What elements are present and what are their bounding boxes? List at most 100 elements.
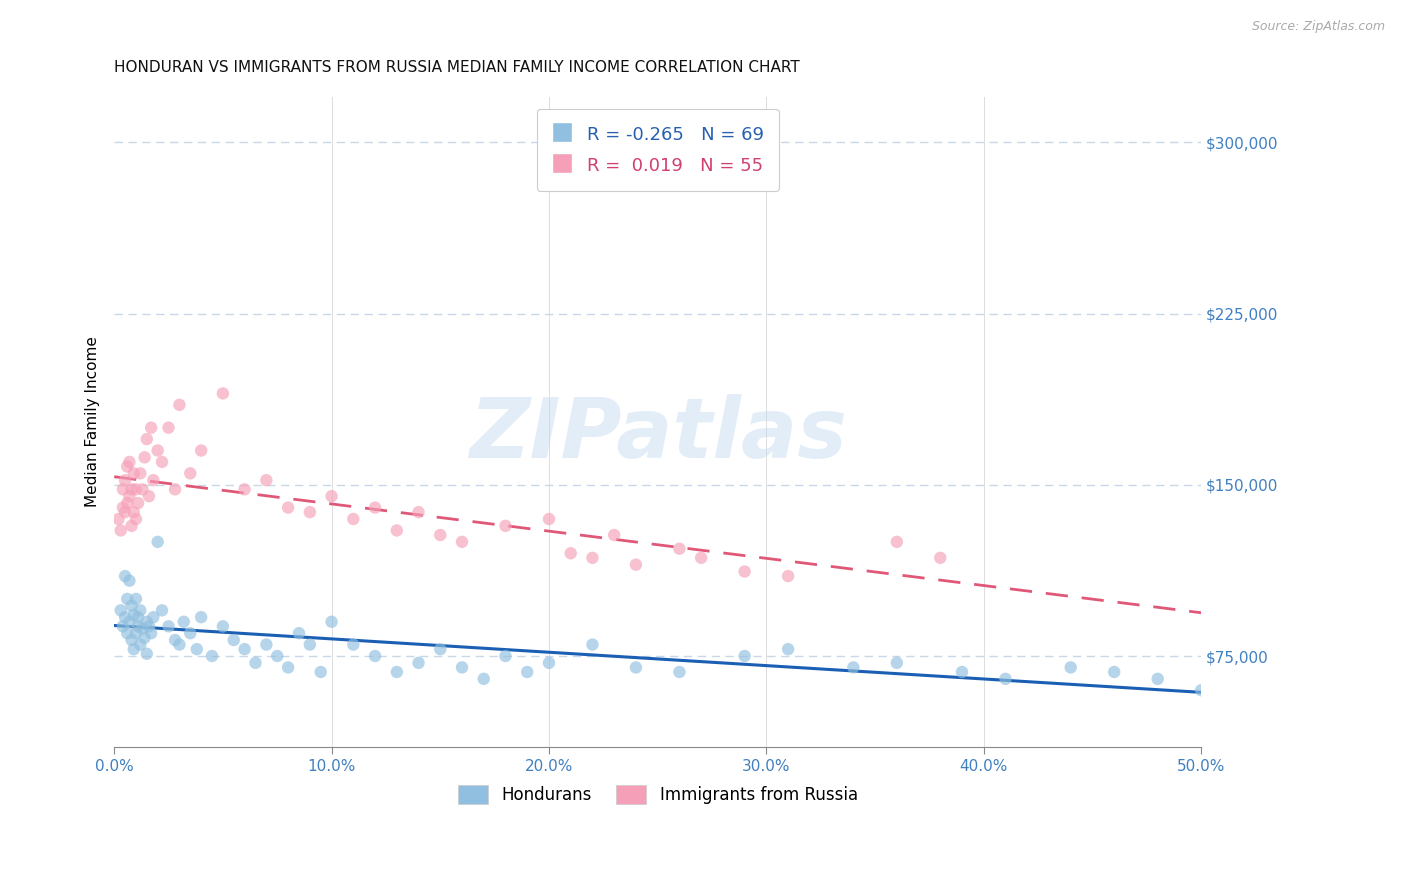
Point — [212, 386, 235, 401]
Point — [212, 619, 235, 633]
Point — [190, 443, 212, 458]
Point — [1060, 660, 1083, 674]
Point — [886, 534, 908, 549]
Point — [135, 647, 157, 661]
Point — [118, 615, 141, 629]
Point — [157, 619, 180, 633]
Text: Source: ZipAtlas.com: Source: ZipAtlas.com — [1251, 20, 1385, 33]
Point — [886, 656, 908, 670]
Point — [125, 512, 148, 526]
Point — [115, 591, 138, 606]
Point — [309, 665, 332, 679]
Y-axis label: Median Family Income: Median Family Income — [86, 336, 100, 508]
Point — [114, 610, 136, 624]
Point — [111, 483, 134, 497]
Point — [110, 603, 132, 617]
Point — [125, 483, 148, 497]
Point — [408, 656, 430, 670]
Point — [603, 528, 626, 542]
Point — [125, 591, 148, 606]
Point — [429, 528, 451, 542]
Point — [429, 642, 451, 657]
Point — [111, 619, 134, 633]
Point — [169, 398, 191, 412]
Point — [127, 619, 149, 633]
Point — [201, 648, 224, 663]
Point — [1146, 672, 1168, 686]
Point — [233, 483, 256, 497]
Point — [111, 500, 134, 515]
Point — [141, 626, 163, 640]
Point — [129, 638, 152, 652]
Point — [138, 489, 160, 503]
Point — [385, 524, 408, 538]
Point — [129, 603, 152, 617]
Point — [141, 420, 163, 434]
Point — [122, 467, 145, 481]
Point — [994, 672, 1017, 686]
Point — [254, 473, 277, 487]
Point — [125, 626, 148, 640]
Point — [385, 665, 408, 679]
Point — [135, 615, 157, 629]
Point — [135, 432, 157, 446]
Point — [114, 569, 136, 583]
Point — [690, 550, 713, 565]
Text: ZIPatlas: ZIPatlas — [468, 394, 846, 475]
Point — [950, 665, 973, 679]
Point — [107, 512, 129, 526]
Point — [288, 626, 311, 640]
Point — [537, 512, 560, 526]
Point — [142, 610, 165, 624]
Point — [118, 455, 141, 469]
Point — [165, 483, 187, 497]
Point — [121, 483, 143, 497]
Point — [321, 489, 343, 503]
Point — [131, 622, 153, 636]
Point — [233, 642, 256, 657]
Point — [495, 519, 517, 533]
Point — [277, 500, 299, 515]
Point — [114, 505, 136, 519]
Point — [1189, 683, 1212, 698]
Point — [298, 638, 321, 652]
Point — [122, 607, 145, 622]
Point — [134, 450, 156, 465]
Point — [245, 656, 267, 670]
Point — [115, 496, 138, 510]
Point — [277, 660, 299, 674]
Point — [581, 638, 603, 652]
Point — [121, 519, 143, 533]
Point — [254, 638, 277, 652]
Point — [146, 443, 169, 458]
Point — [122, 642, 145, 657]
Point — [516, 665, 538, 679]
Point — [179, 467, 201, 481]
Point — [842, 660, 865, 674]
Point — [778, 642, 800, 657]
Point — [495, 648, 517, 663]
Text: HONDURAN VS IMMIGRANTS FROM RUSSIA MEDIAN FAMILY INCOME CORRELATION CHART: HONDURAN VS IMMIGRANTS FROM RUSSIA MEDIA… — [114, 60, 800, 75]
Point — [1102, 665, 1125, 679]
Point — [734, 648, 756, 663]
Point — [321, 615, 343, 629]
Point — [115, 626, 138, 640]
Point — [127, 610, 149, 624]
Point — [778, 569, 800, 583]
Point — [364, 648, 387, 663]
Point — [734, 565, 756, 579]
Point — [115, 459, 138, 474]
Point — [364, 500, 387, 515]
Point — [179, 626, 201, 640]
Point — [173, 615, 195, 629]
Point — [157, 420, 180, 434]
Point — [929, 550, 952, 565]
Point — [472, 672, 495, 686]
Point — [127, 496, 149, 510]
Point — [186, 642, 208, 657]
Point — [122, 505, 145, 519]
Point — [624, 660, 647, 674]
Point — [581, 550, 603, 565]
Point — [118, 574, 141, 588]
Point — [131, 483, 153, 497]
